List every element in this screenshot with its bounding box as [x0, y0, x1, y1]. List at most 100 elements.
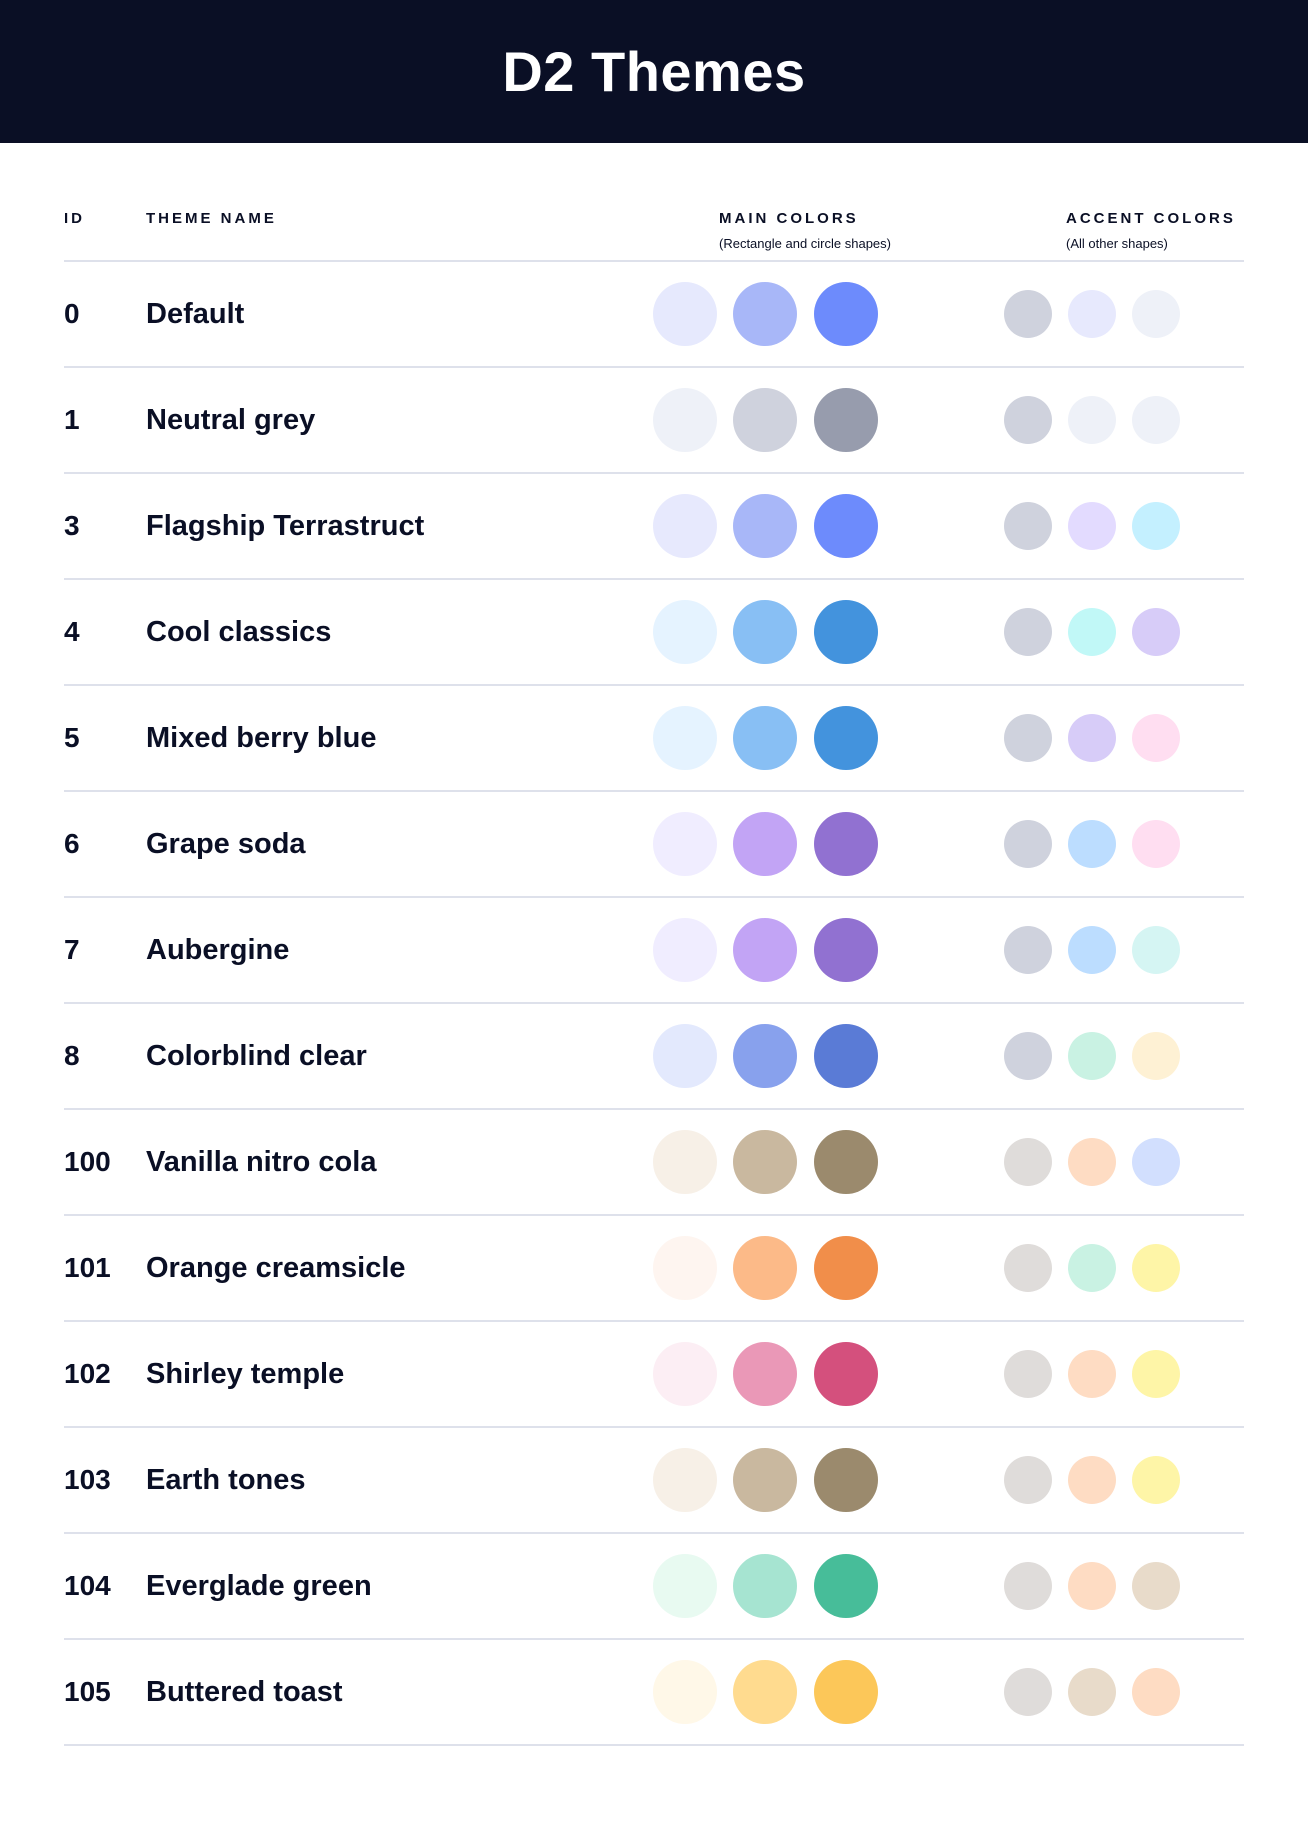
- theme-id: 100: [64, 1146, 111, 1177]
- theme-id: 7: [64, 934, 80, 965]
- theme-id: 5: [64, 722, 80, 753]
- accent-color-swatch: [1132, 502, 1180, 550]
- table-row: 8 Colorblind clear: [64, 1003, 1244, 1110]
- row-divider: [64, 366, 1244, 368]
- column-header-theme-name: THEME NAME: [146, 210, 277, 227]
- main-color-swatch: [814, 1236, 878, 1300]
- accent-color-swatch: [1132, 1350, 1180, 1398]
- row-divider: [64, 1638, 1244, 1640]
- accent-color-swatch: [1004, 502, 1052, 550]
- accent-color-swatch: [1132, 396, 1180, 444]
- theme-id: 104: [64, 1570, 111, 1601]
- accent-color-swatch: [1068, 1138, 1116, 1186]
- table-row: 105 Buttered toast: [64, 1639, 1244, 1746]
- main-color-swatch: [733, 388, 797, 452]
- row-divider: [64, 684, 1244, 686]
- main-color-swatch: [653, 1660, 717, 1724]
- accent-color-swatch: [1132, 1668, 1180, 1716]
- row-divider: [64, 472, 1244, 474]
- theme-name: Grape soda: [146, 828, 306, 860]
- theme-id: 0: [64, 298, 80, 329]
- theme-name: Flagship Terrastruct: [146, 510, 425, 542]
- accent-color-swatch: [1132, 1244, 1180, 1292]
- row-divider: [64, 1320, 1244, 1322]
- row-divider: [64, 790, 1244, 792]
- table-row: 0 Default: [64, 261, 1244, 368]
- table-row: 103 Earth tones: [64, 1427, 1244, 1534]
- main-color-swatch: [733, 1660, 797, 1724]
- accent-color-swatch: [1004, 1244, 1052, 1292]
- table-row: 6 Grape soda: [64, 791, 1244, 898]
- theme-name: Buttered toast: [146, 1676, 343, 1708]
- accent-color-swatch: [1004, 1562, 1052, 1610]
- main-color-swatch: [733, 1554, 797, 1618]
- accent-color-swatch: [1004, 714, 1052, 762]
- main-color-swatch: [733, 812, 797, 876]
- main-color-swatch: [733, 600, 797, 664]
- header-divider: [64, 260, 1244, 262]
- theme-name: Mixed berry blue: [146, 722, 377, 754]
- main-color-swatch: [653, 1448, 717, 1512]
- main-color-swatch: [653, 1236, 717, 1300]
- column-header-accent-colors: ACCENT COLORS: [1066, 210, 1236, 227]
- accent-color-swatch: [1068, 1668, 1116, 1716]
- theme-id: 8: [64, 1040, 80, 1071]
- page-header: D2 Themes: [0, 0, 1308, 143]
- main-color-swatch: [733, 1024, 797, 1088]
- main-color-swatch: [814, 1660, 878, 1724]
- theme-name: Vanilla nitro cola: [146, 1146, 377, 1178]
- main-color-swatch: [814, 494, 878, 558]
- accent-color-swatch: [1004, 1350, 1052, 1398]
- main-color-swatch: [653, 918, 717, 982]
- accent-color-swatch: [1132, 926, 1180, 974]
- theme-id: 1: [64, 404, 80, 435]
- row-divider: [64, 1532, 1244, 1534]
- accent-color-swatch: [1068, 396, 1116, 444]
- row-divider: [64, 1214, 1244, 1216]
- main-color-swatch: [653, 812, 717, 876]
- accent-color-swatch: [1004, 396, 1052, 444]
- accent-color-swatch: [1068, 1456, 1116, 1504]
- theme-name: Earth tones: [146, 1464, 306, 1496]
- accent-color-swatch: [1132, 1562, 1180, 1610]
- theme-name: Shirley temple: [146, 1358, 345, 1390]
- accent-color-swatch: [1068, 290, 1116, 338]
- main-color-swatch: [653, 600, 717, 664]
- accent-color-swatch: [1068, 714, 1116, 762]
- main-color-swatch: [653, 494, 717, 558]
- accent-color-swatch: [1004, 1032, 1052, 1080]
- column-header-id: ID: [64, 210, 85, 227]
- accent-color-swatch: [1068, 608, 1116, 656]
- accent-color-swatch: [1004, 926, 1052, 974]
- column-subheader-accent-colors: (All other shapes): [1066, 236, 1168, 251]
- main-color-swatch: [733, 918, 797, 982]
- accent-color-swatch: [1068, 1244, 1116, 1292]
- accent-color-swatch: [1004, 1668, 1052, 1716]
- main-color-swatch: [733, 1236, 797, 1300]
- row-divider: [64, 1744, 1244, 1746]
- table-row: 1 Neutral grey: [64, 367, 1244, 474]
- main-color-swatch: [814, 1130, 878, 1194]
- main-color-swatch: [814, 918, 878, 982]
- main-color-swatch: [814, 1554, 878, 1618]
- accent-color-swatch: [1004, 1456, 1052, 1504]
- theme-name: Colorblind clear: [146, 1040, 367, 1072]
- accent-color-swatch: [1068, 1562, 1116, 1610]
- theme-id: 4: [64, 616, 80, 647]
- main-color-swatch: [653, 388, 717, 452]
- main-color-swatch: [653, 1342, 717, 1406]
- accent-color-swatch: [1068, 1350, 1116, 1398]
- table-row: 5 Mixed berry blue: [64, 685, 1244, 792]
- main-color-swatch: [733, 494, 797, 558]
- theme-name: Cool classics: [146, 616, 332, 648]
- theme-name: Default: [146, 298, 245, 330]
- accent-color-swatch: [1068, 502, 1116, 550]
- main-color-swatch: [814, 282, 878, 346]
- table-row: 3 Flagship Terrastruct: [64, 473, 1244, 580]
- table-row: 7 Aubergine: [64, 897, 1244, 1004]
- main-color-swatch: [653, 282, 717, 346]
- main-color-swatch: [733, 706, 797, 770]
- main-color-swatch: [653, 1024, 717, 1088]
- accent-color-swatch: [1068, 1032, 1116, 1080]
- accent-color-swatch: [1004, 608, 1052, 656]
